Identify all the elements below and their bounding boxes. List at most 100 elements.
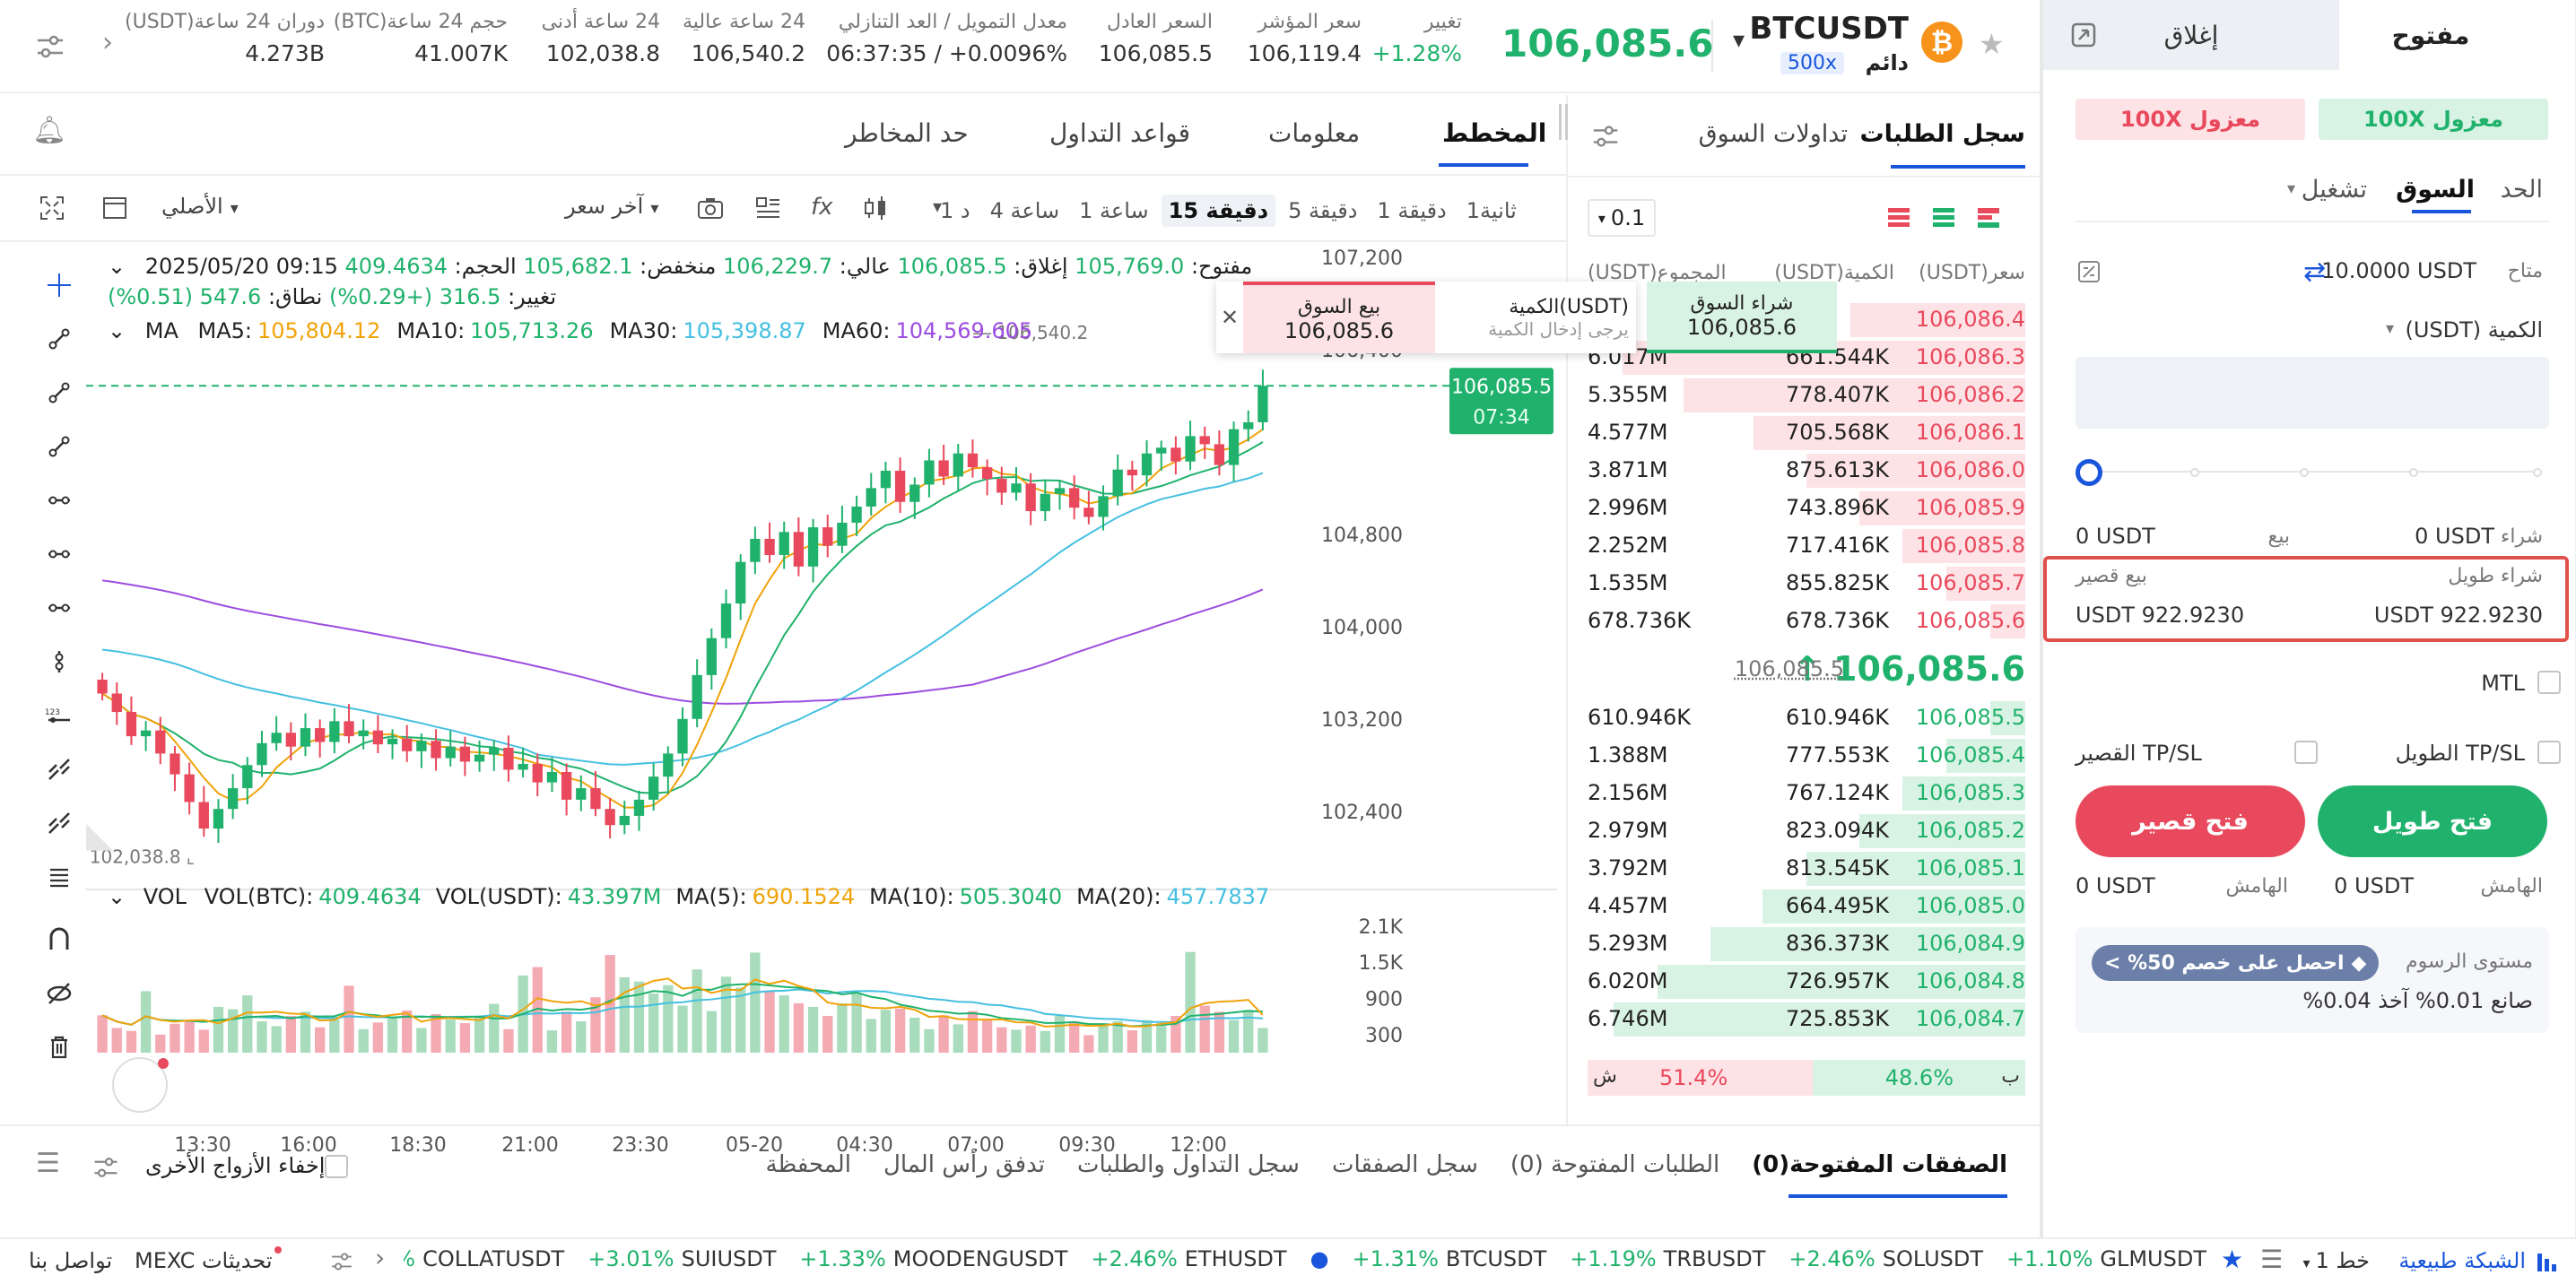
price-type-select[interactable]: ▾ آخر سعر <box>565 194 658 219</box>
view-both-icon[interactable] <box>1973 203 2004 233</box>
order-type-trigger[interactable]: تشغيل <box>2301 176 2367 204</box>
trigger-dropdown-icon[interactable]: ▾ <box>2287 179 2296 198</box>
pattern-icon[interactable] <box>39 803 79 843</box>
ticker-list-icon[interactable]: ☰ <box>2260 1245 2284 1274</box>
tpsl-short-checkbox[interactable] <box>2294 741 2318 764</box>
timeframe-2[interactable]: دقيقة 5 <box>1288 198 1358 223</box>
ob-price[interactable]: 106,086.0 <box>1915 457 2025 482</box>
ticker-item[interactable]: +2.46% SOLUSDT <box>1788 1246 1983 1279</box>
collapse-legend-icon[interactable]: ⌄ <box>108 254 126 279</box>
open-short-button[interactable]: فتح قصير <box>2076 785 2305 857</box>
ticker-star-icon[interactable]: ★ <box>2221 1245 2244 1274</box>
view-asks-icon[interactable] <box>1884 203 1914 233</box>
transfer-icon[interactable] <box>2068 20 2099 50</box>
quick-qty[interactable]: الكمية(USDT) يرجى إدخال الكمية <box>1435 282 1636 353</box>
tab-close[interactable]: إغلاق <box>2043 0 2339 70</box>
ray-icon[interactable] <box>39 373 79 412</box>
swap-icon[interactable]: ⇄ <box>2303 256 2327 288</box>
ticker-item[interactable]: +2.46% ETHUSDT <box>1091 1246 1286 1279</box>
ob-price[interactable]: 106,085.6 <box>1915 608 2025 633</box>
stats-prev-arrow-icon[interactable]: ‹ <box>102 27 113 58</box>
ob-price[interactable]: 106,085.3 <box>1915 780 2025 805</box>
bell-icon[interactable]: 🔔︎ <box>32 115 67 146</box>
ticker-item[interactable]: % COLLATUSDT <box>404 1246 564 1279</box>
ob-price[interactable]: 106,085.0 <box>1915 893 2025 918</box>
ob-price[interactable]: 106,084.8 <box>1915 968 2025 993</box>
text-icon[interactable] <box>39 857 79 897</box>
ob-price[interactable]: 106,085.5 <box>1915 705 2025 730</box>
parallel-line-icon[interactable] <box>39 588 79 628</box>
quick-qty-input[interactable]: يرجى إدخال الكمية <box>1488 317 1629 340</box>
extended-line-icon[interactable] <box>39 427 79 466</box>
timeframe-3[interactable]: دقيقة 15 <box>1161 195 1276 227</box>
isolated-short-badge[interactable]: معزول 100X <box>2076 99 2305 140</box>
ob-price[interactable]: 106,086.2 <box>1915 382 2025 407</box>
panel-layout-icon[interactable] <box>97 190 133 226</box>
chart-mode-select[interactable]: ▾ الأصلي <box>161 194 239 219</box>
mtl-checkbox[interactable] <box>2537 671 2561 694</box>
bottom-tab-0[interactable]: الصفقات المفتوحة(0) <box>1752 1151 2007 1178</box>
ticker-prev-icon[interactable]: ‹ <box>375 1243 386 1272</box>
updates-link[interactable]: تحديثات MEXC <box>135 1248 273 1273</box>
ob-price[interactable]: 106,084.9 <box>1915 931 2025 956</box>
ob-price[interactable]: 106,086.1 <box>1915 420 2025 445</box>
timeframe-4[interactable]: ساعة 1 <box>1079 198 1149 223</box>
hide-pairs-checkbox[interactable] <box>325 1155 348 1178</box>
ob-price[interactable]: 106,085.1 <box>1915 855 2025 881</box>
trend-line-icon[interactable] <box>39 319 79 359</box>
favorite-star-icon[interactable]: ★ <box>1979 27 2005 61</box>
bottom-menu-icon[interactable]: ☰ <box>36 1148 60 1179</box>
contact-link[interactable]: تواصل بنا <box>29 1248 113 1273</box>
ob-price[interactable]: 106,085.2 <box>1915 818 2025 843</box>
symbol-name[interactable]: BTCUSDT <box>1749 11 1909 47</box>
timeframe-6[interactable]: د 1 <box>940 198 970 223</box>
ticker-item[interactable]: +1.19% TRBUSDT <box>1570 1246 1765 1279</box>
quick-sell-button[interactable]: بيع السوق 106,085.6 <box>1243 282 1435 353</box>
chart-tab-info[interactable]: معلومات <box>1268 118 1361 148</box>
leverage-slider[interactable] <box>2076 459 2549 486</box>
ticker-item[interactable]: +1.31% BTCUSDT <box>1353 1246 1547 1279</box>
horizontal-ray-icon[interactable] <box>39 534 79 574</box>
crosshair-icon[interactable] <box>39 265 79 305</box>
price-step-select[interactable]: ▾ 0.1 <box>1588 199 1656 237</box>
bottom-tab-3[interactable]: سجل التداول والطلبات <box>1076 1151 1300 1178</box>
tf-dropdown-icon[interactable]: ▾ <box>933 195 943 217</box>
timeframe-5[interactable]: ساعة 4 <box>989 198 1060 223</box>
bottom-tab-2[interactable]: سجل الصفقات <box>1331 1151 1478 1178</box>
view-bids-icon[interactable] <box>1928 203 1959 233</box>
hide-drawings-icon[interactable] <box>39 974 79 1013</box>
ob-price[interactable]: 106,085.9 <box>1915 495 2025 520</box>
chart-tab-rules[interactable]: قواعد التداول <box>1049 118 1191 148</box>
horizontal-line-icon[interactable] <box>39 481 79 520</box>
symbol-dropdown-icon[interactable]: ▾ <box>1733 27 1745 54</box>
trash-icon[interactable] <box>39 1028 79 1067</box>
tab-market-trades[interactable]: تداولات السوق <box>1698 120 1848 148</box>
ob-price[interactable]: 106,085.8 <box>1915 533 2025 558</box>
ticker-item[interactable]: +1.33% MOODENGUSDT <box>799 1246 1067 1279</box>
indicator-fx-icon[interactable]: fx <box>811 194 833 221</box>
price-label-icon[interactable]: 123 <box>39 696 79 735</box>
chart-tab-risk[interactable]: حد المخاطر <box>845 118 969 148</box>
orderbook-settings-icon[interactable] <box>1588 118 1623 154</box>
order-type-limit[interactable]: الحد <box>2500 176 2543 204</box>
chart-tab-chart[interactable]: المخطط <box>1442 118 1547 148</box>
tpsl-long-checkbox[interactable] <box>2537 741 2561 764</box>
timeframe-0[interactable]: ثانية1 <box>1466 198 1517 223</box>
tab-orderbook[interactable]: سجل الطلبات <box>1859 120 2025 148</box>
collapse-ma-icon[interactable]: ⌄ <box>108 318 126 343</box>
ob-price[interactable]: 106,086.3 <box>1915 344 2025 369</box>
ticker-settings-icon[interactable] <box>326 1246 357 1277</box>
bottom-tab-4[interactable]: تدفق رأس المال <box>883 1151 1045 1178</box>
ticker-item[interactable]: +3.01% SUIUSDT <box>587 1246 776 1279</box>
candle-type-icon[interactable] <box>857 190 893 226</box>
tab-open[interactable]: مفتوح <box>2391 20 2470 50</box>
ticker-item[interactable]: +1.10% GLMUSDT <box>2006 1246 2206 1279</box>
collapse-vol-icon[interactable]: ⌄ <box>108 884 126 909</box>
fee-promo-badge[interactable]: ◆ احصل على خصم 50% > <box>2092 945 2380 981</box>
fib-icon[interactable] <box>39 750 79 789</box>
camera-icon[interactable] <box>692 190 728 226</box>
qty-label[interactable]: الكمية (USDT) <box>2405 317 2543 343</box>
layout-grid-icon[interactable] <box>750 190 786 226</box>
bottom-tab-1[interactable]: الطلبات المفتوحة (0) <box>1510 1151 1720 1178</box>
timeframe-1[interactable]: دقيقة 1 <box>1377 198 1447 223</box>
